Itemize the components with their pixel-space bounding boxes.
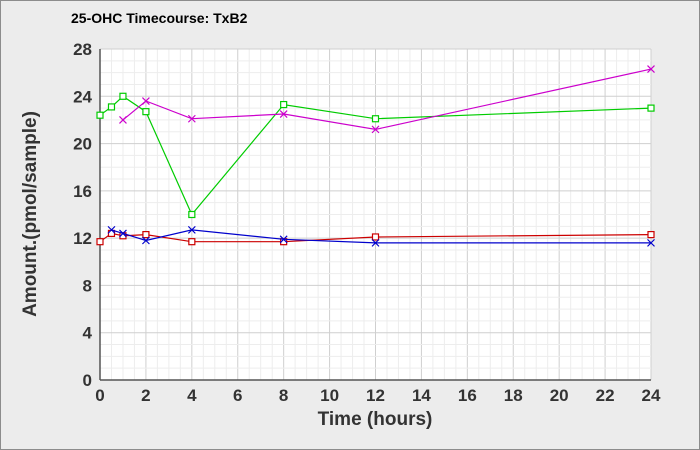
data-point: [647, 65, 655, 74]
x-tick-label: 10: [320, 386, 339, 405]
y-tick-label: 0: [83, 371, 92, 390]
series-layer: [96, 65, 655, 247]
y-tick-label: 28: [73, 40, 92, 59]
data-point: [371, 238, 380, 247]
x-tick-label: 2: [141, 386, 150, 405]
chart-title: 25-OHC Timecourse: TxB2: [71, 10, 248, 26]
data-point: [371, 115, 380, 123]
x-tick-label: 14: [412, 386, 431, 405]
data-point: [96, 238, 104, 246]
series-1: [96, 92, 655, 219]
series-4: [107, 225, 655, 247]
data-point: [119, 116, 127, 124]
data-point: [142, 108, 150, 116]
data-point: [279, 110, 288, 118]
y-tick-label: 8: [83, 276, 92, 295]
data-point: [142, 230, 150, 239]
x-tick-label: 18: [504, 386, 523, 405]
y-tick-label: 20: [73, 135, 92, 154]
data-point: [141, 236, 150, 245]
data-point: [279, 235, 288, 244]
data-point: [371, 125, 380, 134]
x-tick-label: 24: [642, 386, 661, 405]
data-point: [119, 92, 127, 100]
data-point: [96, 111, 104, 119]
x-tick-label: 12: [366, 386, 385, 405]
x-axis-label: Time (hours): [318, 409, 433, 430]
data-point: [119, 229, 127, 238]
y-tick-label: 24: [73, 87, 92, 106]
y-axis-label: Amount.(pmol/sample): [20, 111, 41, 317]
data-point: [188, 210, 196, 219]
data-point: [188, 238, 196, 246]
x-tick-label: 6: [233, 386, 242, 405]
x-tick-label: 20: [550, 386, 569, 405]
data-point: [647, 230, 655, 239]
x-tick-label: 0: [95, 386, 104, 405]
x-tick-label: 22: [596, 386, 615, 405]
data-point: [187, 225, 196, 234]
data-point: [187, 114, 196, 123]
y-tick-label: 16: [73, 182, 92, 201]
x-tick-label: 8: [279, 386, 288, 405]
data-point: [107, 225, 116, 234]
x-tick-label: 4: [187, 386, 197, 405]
y-tick-label: 12: [73, 229, 92, 248]
series-2: [119, 65, 655, 134]
data-point: [107, 103, 116, 111]
data-point: [141, 97, 150, 105]
grid: [99, 48, 652, 381]
data-point: [647, 238, 655, 247]
data-point: [647, 104, 655, 112]
x-tick-label: 16: [458, 386, 477, 405]
data-point: [371, 233, 380, 241]
y-tick-label: 4: [83, 324, 93, 343]
data-point: [280, 100, 288, 109]
